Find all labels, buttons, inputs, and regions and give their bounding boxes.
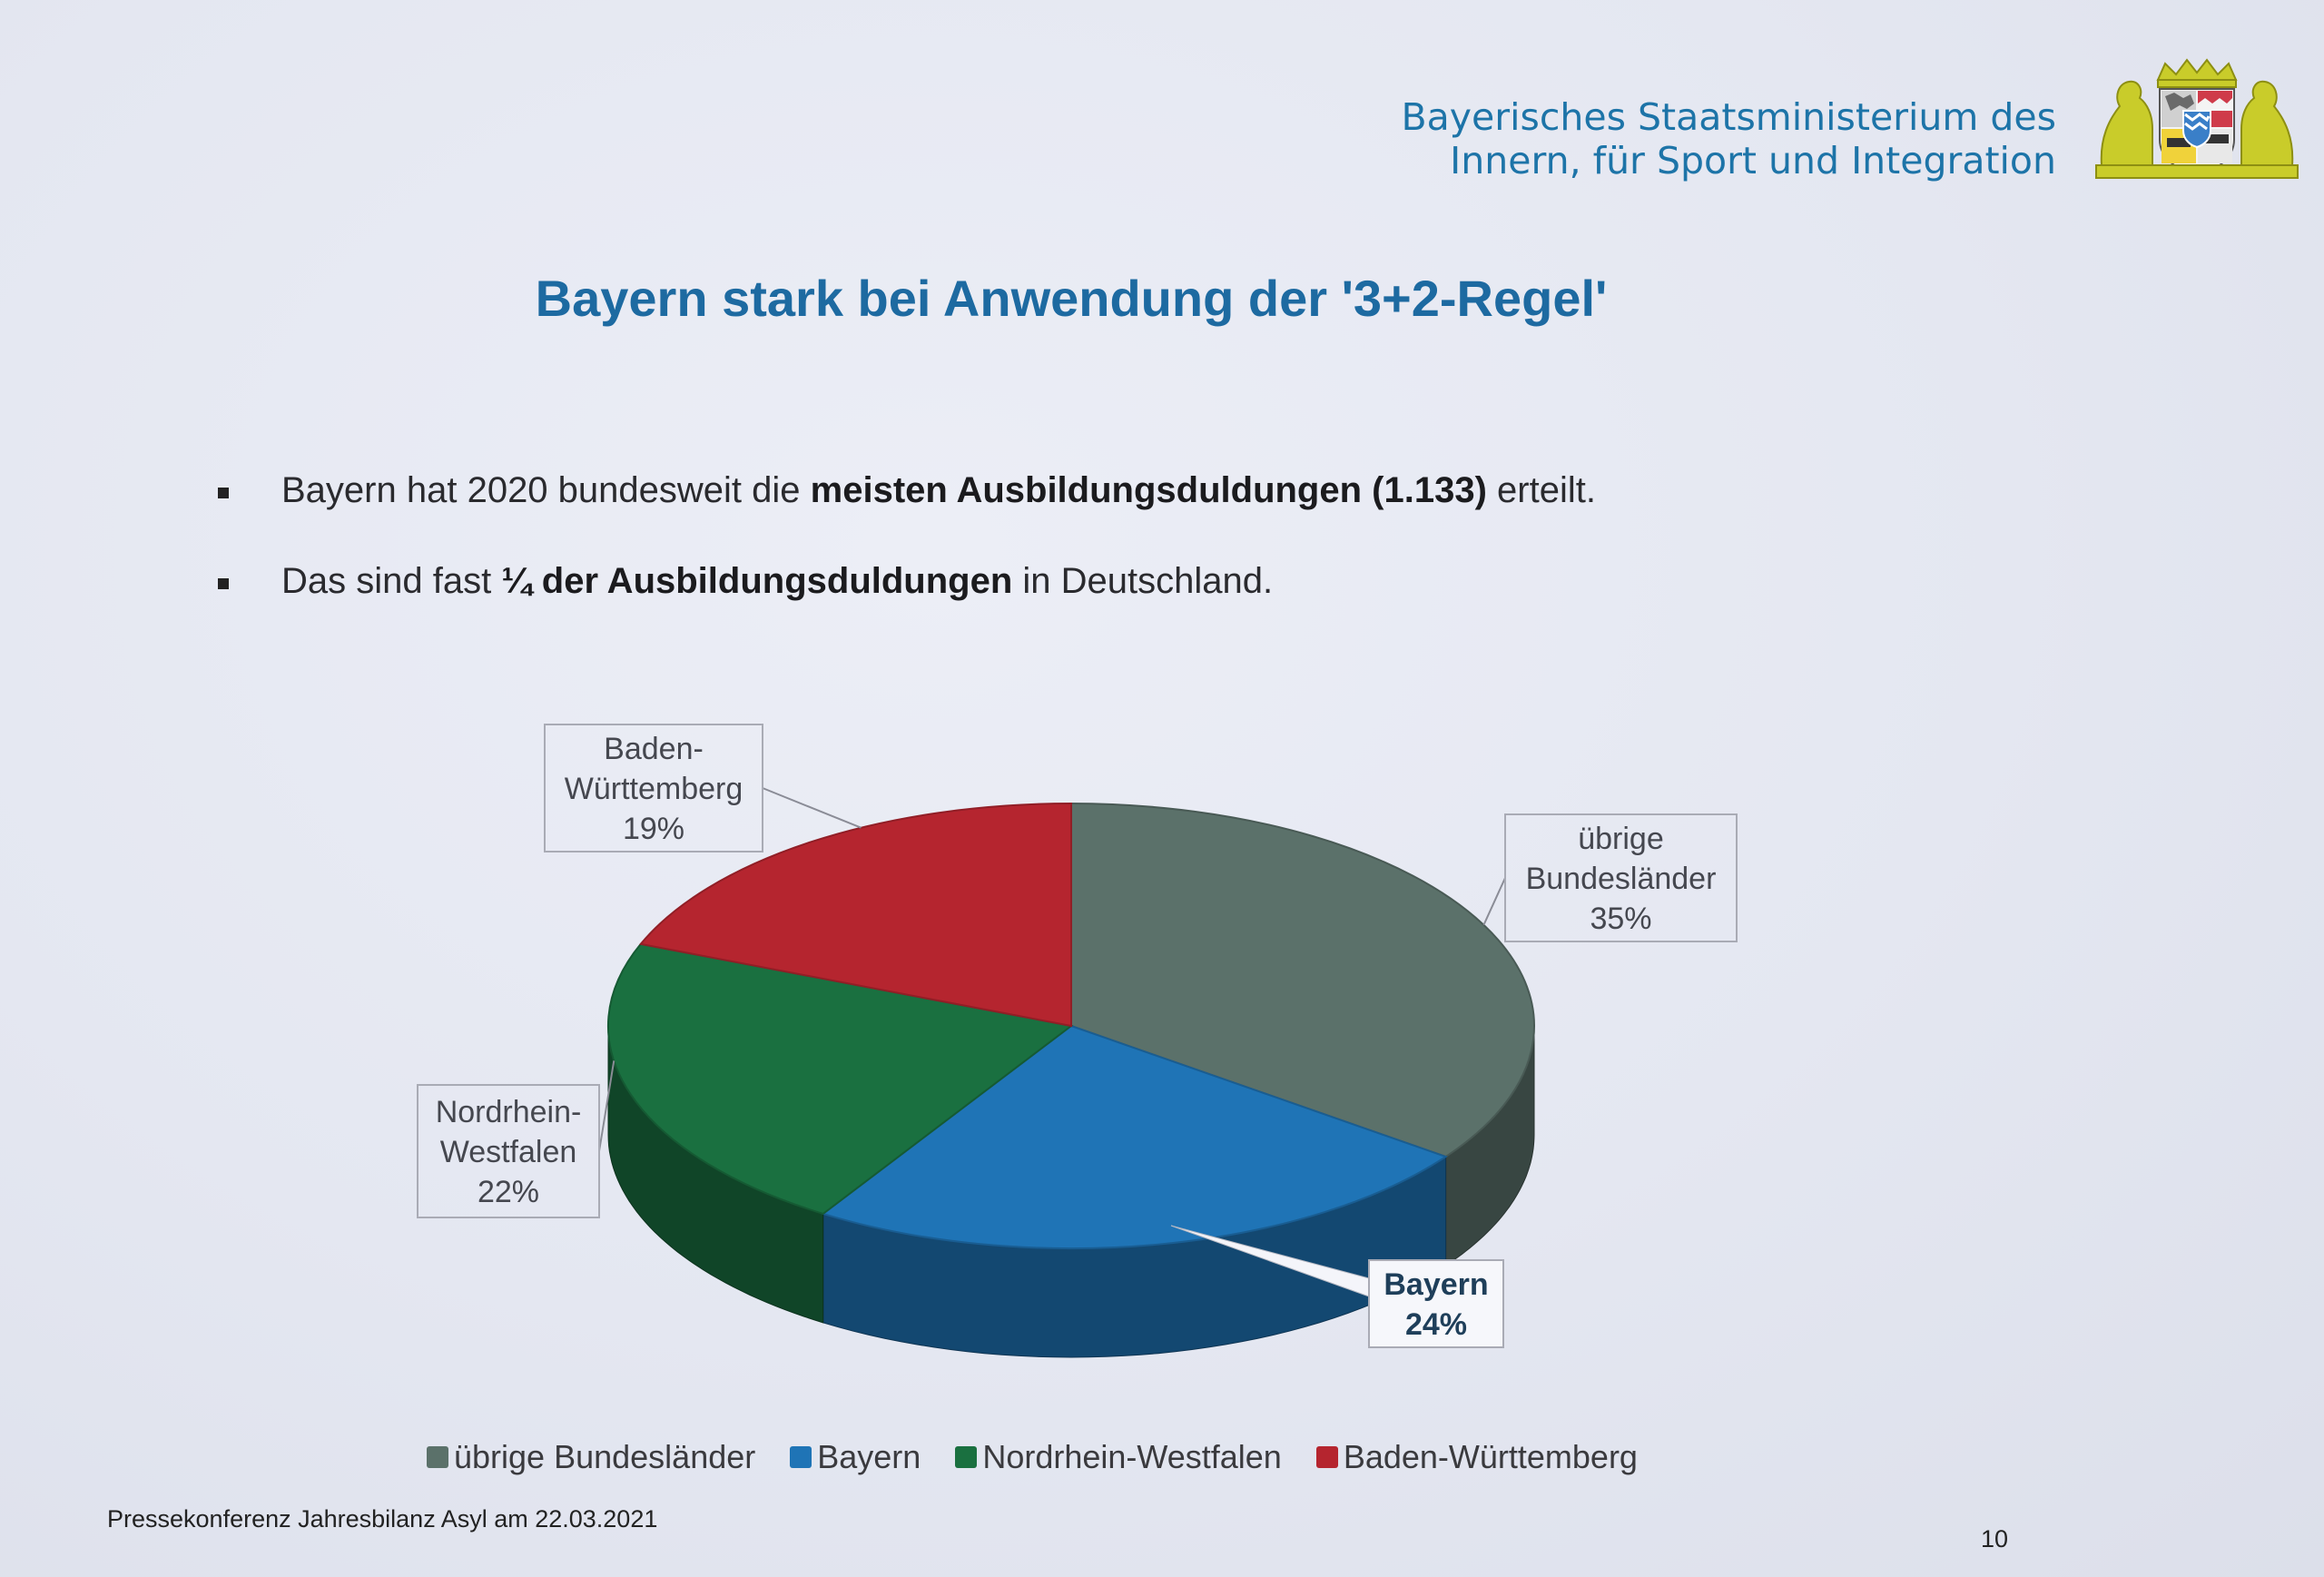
bavarian-coat-of-arms-logo: [2095, 58, 2299, 179]
legend-item-bayern: Bayern: [790, 1438, 921, 1476]
legend-label: Baden-Württemberg: [1343, 1438, 1638, 1475]
legend-label: Nordrhein-Westfalen: [982, 1438, 1282, 1475]
legend-label: übrige Bundesländer: [454, 1438, 756, 1475]
data-label-u-brige-bundesla-nder: Bundesländer: [1526, 862, 1717, 896]
legend-label: Bayern: [817, 1438, 921, 1475]
ministry-line-2: Innern, für Sport und Integration: [1450, 139, 2056, 182]
callout-leader-nordrhein-westfalen: [598, 1060, 615, 1152]
bullet-item: Das sind fast ¼ der Ausbildungsduldungen…: [218, 554, 1852, 645]
callout-box-bayern: [1368, 1259, 1504, 1348]
legend-swatch: [427, 1446, 448, 1468]
data-label-baden-wu-rttemberg: 19%: [623, 812, 684, 846]
data-label-u-brige-bundesla-nder: übrige: [1578, 822, 1664, 856]
footer-text: Pressekonferenz Jahresbilanz Asyl am 22.…: [107, 1505, 658, 1533]
data-label-baden-wu-rttemberg: Württemberg: [565, 772, 743, 806]
chart-legend: übrige Bundesländer Bayern Nordrhein-Wes…: [427, 1434, 1672, 1480]
ministry-name: Bayerisches Staatsministerium des Innern…: [1239, 95, 2056, 182]
bullet-square-icon: [218, 578, 229, 589]
slide-title: Bayern stark bei Anwendung der '3+2-Rege…: [535, 270, 1608, 327]
callout-leader-u-brige-bundesla-nder: [1482, 877, 1506, 926]
pie-slice-bayern: [821, 1024, 1448, 1250]
data-label-nordrhein-westfalen: Nordrhein-: [436, 1095, 582, 1129]
legend-item-nrw: Nordrhein-Westfalen: [955, 1438, 1282, 1476]
ministry-line-1: Bayerisches Staatsministerium des: [1401, 95, 2056, 139]
bullet-text: Bayern hat 2020 bundesweit die meisten A…: [281, 470, 1596, 510]
data-label-baden-wu-rttemberg: Baden-: [604, 732, 704, 766]
legend-swatch: [1315, 1446, 1338, 1468]
data-label-bayern: Bayern: [1384, 1267, 1488, 1302]
pie-slice-baden-wu-rttemberg: [638, 802, 1072, 1028]
callout-box-u-brige-bundesla-nder: [1504, 813, 1738, 942]
callout-leader-baden-wu-rttemberg: [762, 787, 862, 829]
legend-item-bw: Baden-Württemberg: [1315, 1438, 1638, 1476]
legend-item-uebrige: übrige Bundesländer: [427, 1438, 755, 1476]
data-label-u-brige-bundesla-nder: 35%: [1590, 902, 1651, 936]
bullet-list: Bayern hat 2020 bundesweit die meisten A…: [218, 463, 1852, 645]
legend-swatch: [955, 1446, 978, 1468]
bullet-square-icon: [218, 488, 229, 498]
data-label-nordrhein-westfalen: 22%: [478, 1175, 539, 1209]
page-number: 10: [1981, 1525, 2009, 1552]
pie-slice-u-brige-bundesla-nder: [1070, 802, 1535, 1158]
bullet-item: Bayern hat 2020 bundesweit die meisten A…: [218, 463, 1852, 554]
callout-box-nordrhein-westfalen: [417, 1084, 600, 1218]
bullet-text: Das sind fast ¼ der Ausbildungsduldungen…: [281, 561, 1274, 601]
data-label-bayern: 24%: [1405, 1307, 1467, 1342]
legend-swatch: [790, 1446, 812, 1468]
pie-slice-nordrhein-westfalen: [606, 942, 1074, 1216]
callout-box-baden-wu-rttemberg: [544, 724, 763, 853]
data-label-nordrhein-westfalen: Westfalen: [440, 1135, 577, 1169]
